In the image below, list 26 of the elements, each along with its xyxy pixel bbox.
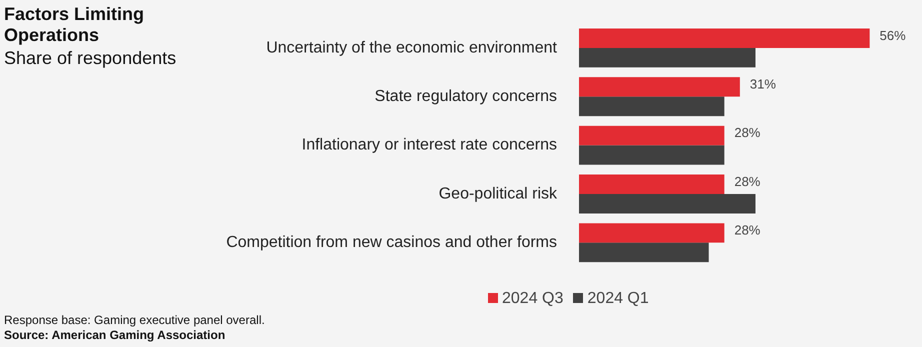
bar <box>579 126 724 146</box>
bar <box>579 194 756 214</box>
y-tick-label: Uncertainty of the economic environment <box>266 39 558 56</box>
y-tick-label: Inflationary or interest rate concerns <box>302 136 557 154</box>
y-tick-label: State regulatory concerns <box>374 88 557 106</box>
bar <box>579 145 724 165</box>
data-label: 28% <box>734 174 761 189</box>
y-tick-label: Geo-political risk <box>438 185 558 202</box>
bar <box>579 28 870 48</box>
data-label: 28% <box>734 125 761 140</box>
bar <box>579 48 756 68</box>
bar <box>579 77 740 97</box>
text: Factors Limiting Operations <box>4 4 146 46</box>
text: Share of respondents <box>4 48 176 69</box>
legend-label: 2024 Q3 <box>501 290 564 308</box>
data-label: 56% <box>880 28 906 43</box>
bar <box>579 96 724 116</box>
bar <box>579 174 724 194</box>
data-label: 31% <box>750 76 776 92</box>
bar <box>579 223 724 243</box>
data-label: 28% <box>734 222 761 238</box>
text: Response base: Gaming executive panel overall. <box>4 313 265 328</box>
bar <box>579 242 709 262</box>
legend-label: 2024 Q1 <box>586 290 649 308</box>
y-tick-label: Competition from new casinos and other forms <box>226 234 557 252</box>
source-note: Source: American Gaming Association <box>4 328 226 343</box>
